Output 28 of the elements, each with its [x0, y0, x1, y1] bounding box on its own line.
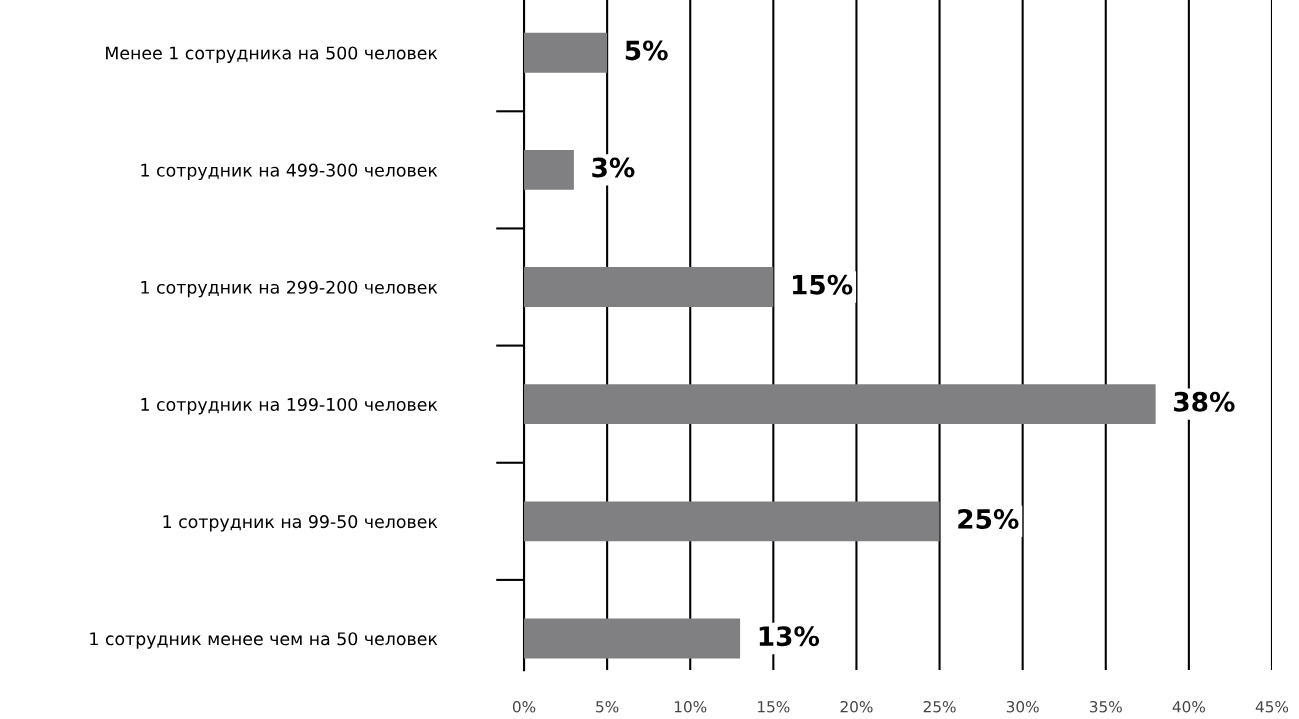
bar	[524, 384, 1156, 425]
y-tick-label: 1 сотрудник на 499-300 человек	[141, 163, 438, 181]
data-label: 25%	[958, 509, 1019, 529]
x-tick-label: 45%	[1255, 700, 1289, 713]
x-tick-label: 30%	[1006, 700, 1039, 713]
data-label: 13%	[759, 626, 820, 647]
data-label: 5%	[625, 40, 668, 61]
x-tick-label: 10%	[674, 700, 707, 713]
x-tick-label: 40%	[1172, 700, 1206, 713]
data-label: 38%	[1174, 391, 1235, 412]
bar	[524, 32, 608, 73]
bar	[524, 501, 940, 542]
x-tick-label: 5%	[596, 700, 619, 713]
bar	[524, 618, 741, 659]
y-tick-label: Менее 1 сотрудника на 500 человек	[106, 46, 438, 63]
bar	[524, 267, 774, 307]
x-tick-label: 25%	[923, 700, 956, 713]
x-tick-label: 0%	[512, 700, 536, 713]
x-tick-label: 20%	[840, 700, 873, 713]
data-label: 15%	[792, 274, 853, 295]
y-tick-label: 1 сотрудник на 299-200 человек	[141, 280, 438, 298]
y-tick-label: 1 сотрудник на 99-50 человек	[163, 515, 438, 532]
bar	[524, 149, 574, 190]
y-tick-label: 1 сотрудник менее чем на 50 человек	[90, 632, 438, 649]
x-tick-label: 35%	[1089, 700, 1122, 713]
data-label: 3%	[592, 157, 635, 178]
y-tick-label: 1 сотрудник на 199-100 человек	[141, 397, 438, 415]
x-tick-label: 15%	[758, 700, 790, 713]
